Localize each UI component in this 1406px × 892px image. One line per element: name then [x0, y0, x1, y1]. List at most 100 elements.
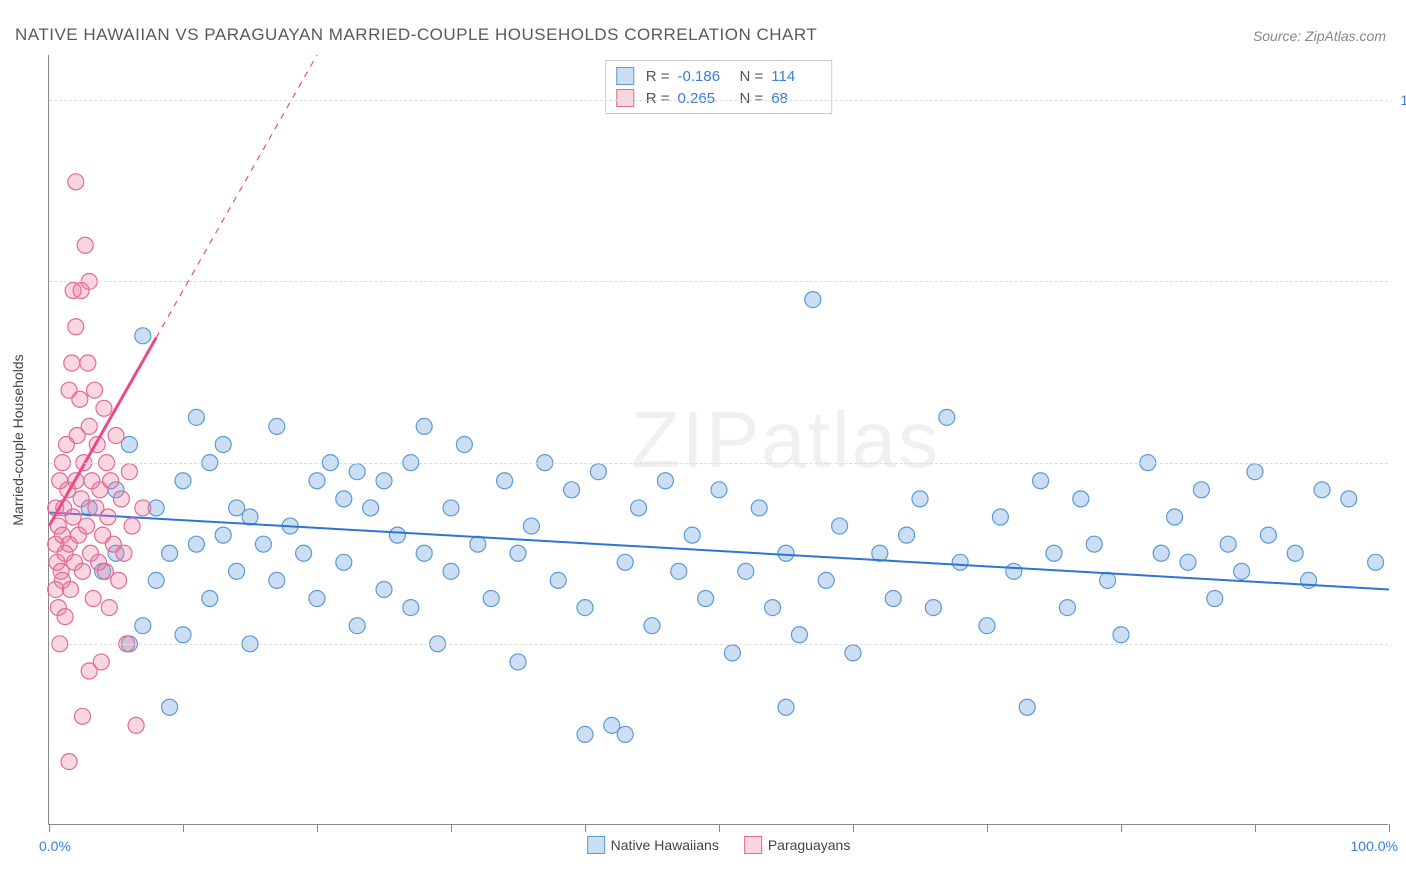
- source-attribution: Source: ZipAtlas.com: [1253, 28, 1386, 44]
- data-point: [1368, 554, 1384, 570]
- data-point: [79, 518, 95, 534]
- data-point: [148, 572, 164, 588]
- data-point: [577, 600, 593, 616]
- data-point: [751, 500, 767, 516]
- y-tick-label: 100.0%: [1393, 92, 1406, 108]
- data-point: [1019, 699, 1035, 715]
- data-point: [87, 382, 103, 398]
- data-point: [255, 536, 271, 552]
- data-point: [456, 437, 472, 453]
- data-point: [992, 509, 1008, 525]
- data-point: [671, 563, 687, 579]
- data-point: [403, 600, 419, 616]
- swatch: [587, 836, 605, 854]
- stats-row: R =0.265N =68: [616, 87, 822, 109]
- data-point: [778, 699, 794, 715]
- data-point: [470, 536, 486, 552]
- data-point: [644, 618, 660, 634]
- y-tick-label: 60.0%: [1393, 455, 1406, 471]
- data-point: [215, 437, 231, 453]
- data-point: [188, 409, 204, 425]
- chart-container: Married-couple Households ZIPatlas R =-0…: [48, 55, 1388, 825]
- swatch: [744, 836, 762, 854]
- data-point: [1086, 536, 1102, 552]
- data-point: [577, 726, 593, 742]
- data-point: [269, 418, 285, 434]
- y-tick-label: 80.0%: [1393, 273, 1406, 289]
- data-point: [617, 726, 633, 742]
- data-point: [80, 355, 96, 371]
- data-point: [724, 645, 740, 661]
- data-point: [57, 609, 73, 625]
- data-point: [101, 600, 117, 616]
- data-point: [296, 545, 312, 561]
- x-tick: [451, 824, 452, 832]
- data-point: [818, 572, 834, 588]
- data-point: [309, 473, 325, 489]
- x-tick: [1255, 824, 1256, 832]
- data-point: [1314, 482, 1330, 498]
- plot-svg: [49, 55, 1388, 824]
- stats-box: R =-0.186N =114R =0.265N =68: [605, 60, 833, 114]
- data-point: [1153, 545, 1169, 561]
- data-point: [443, 563, 459, 579]
- data-point: [215, 527, 231, 543]
- data-point: [939, 409, 955, 425]
- data-point: [832, 518, 848, 534]
- data-point: [510, 545, 526, 561]
- data-point: [899, 527, 915, 543]
- data-point: [1341, 491, 1357, 507]
- data-point: [510, 654, 526, 670]
- n-label: N =: [740, 90, 764, 107]
- data-point: [62, 581, 78, 597]
- data-point: [1193, 482, 1209, 498]
- stats-row: R =-0.186N =114: [616, 65, 822, 87]
- data-point: [443, 500, 459, 516]
- legend-label: Native Hawaiians: [611, 837, 719, 853]
- x-tick: [719, 824, 720, 832]
- data-point: [1220, 536, 1236, 552]
- swatch: [616, 67, 634, 85]
- x-tick: [49, 824, 50, 832]
- data-point: [416, 418, 432, 434]
- gridline: [49, 463, 1388, 464]
- x-tick: [853, 824, 854, 832]
- x-tick: [183, 824, 184, 832]
- data-point: [85, 591, 101, 607]
- data-point: [68, 319, 84, 335]
- data-point: [75, 708, 91, 724]
- data-point: [100, 509, 116, 525]
- legend: Native Hawaiians Paraguayans: [587, 836, 851, 854]
- data-point: [75, 563, 91, 579]
- data-point: [711, 482, 727, 498]
- data-point: [162, 699, 178, 715]
- data-point: [845, 645, 861, 661]
- r-label: R =: [646, 68, 670, 85]
- data-point: [389, 527, 405, 543]
- data-point: [135, 328, 151, 344]
- data-point: [872, 545, 888, 561]
- data-point: [1073, 491, 1089, 507]
- data-point: [1006, 563, 1022, 579]
- data-point: [416, 545, 432, 561]
- data-point: [121, 464, 137, 480]
- y-axis-title: Married-couple Households: [10, 354, 26, 525]
- data-point: [1260, 527, 1276, 543]
- data-point: [1059, 600, 1075, 616]
- r-label: R =: [646, 90, 670, 107]
- data-point: [64, 355, 80, 371]
- data-point: [349, 464, 365, 480]
- data-point: [617, 554, 633, 570]
- data-point: [72, 391, 88, 407]
- trend-line: [49, 512, 1389, 589]
- data-point: [979, 618, 995, 634]
- data-point: [162, 545, 178, 561]
- data-point: [111, 572, 127, 588]
- data-point: [124, 518, 140, 534]
- data-point: [103, 473, 119, 489]
- data-point: [1167, 509, 1183, 525]
- data-point: [778, 545, 794, 561]
- data-point: [202, 591, 218, 607]
- data-point: [1180, 554, 1196, 570]
- legend-item: Paraguayans: [744, 836, 851, 854]
